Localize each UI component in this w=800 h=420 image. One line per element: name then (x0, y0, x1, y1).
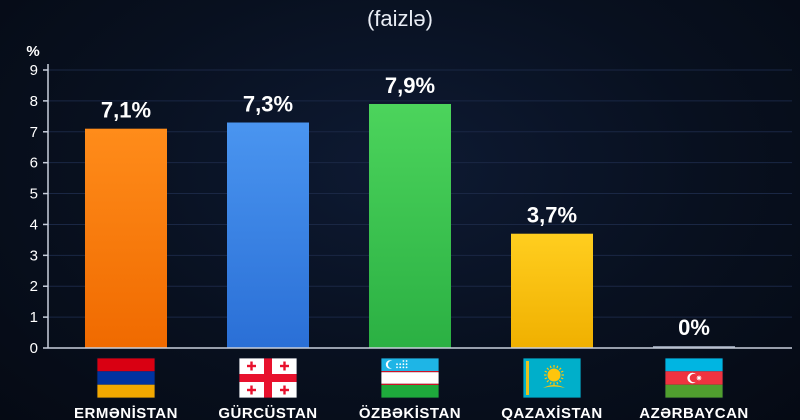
y-tick-label: 6 (30, 155, 38, 172)
data-label-1: 7,3% (243, 92, 293, 117)
y-tick-label: 7 (30, 124, 38, 141)
y-tick-label: 3 (30, 247, 38, 264)
bar-0 (85, 128, 167, 348)
kazakhstan-flag-icon (522, 357, 582, 399)
y-axis-ticks: 0 1 2 3 4 5 6 7 8 9 (30, 62, 48, 357)
armenia-flag-icon (96, 357, 156, 399)
georgia-flag-icon (238, 357, 298, 399)
category-labels: ERMƏNİSTAN GÜRCÜSTAN ÖZBƏKİSTAN QAZAXİSTAN A… (74, 405, 749, 420)
y-tick-label: 1 (30, 309, 38, 326)
y-tick-label: 4 (30, 216, 38, 233)
category-label-1: GÜRCÜSTAN (218, 405, 317, 420)
data-label-3: 3,7% (527, 203, 577, 228)
data-label-4: 0% (678, 315, 710, 340)
data-label-2: 7,9% (385, 73, 435, 98)
y-axis-unit-label: % (26, 43, 39, 60)
bar-4 (653, 346, 735, 348)
bar-2 (369, 103, 451, 348)
azerbaijan-flag-icon (664, 357, 724, 399)
y-tick-label: 8 (30, 93, 38, 110)
category-label-3: QAZAXİSTAN (501, 405, 602, 420)
category-label-4: AZƏRBAYCAN (639, 405, 749, 420)
y-tick-label: 0 (30, 340, 38, 357)
uzbekistan-flag-icon (380, 357, 440, 399)
bar-3 (511, 233, 593, 348)
y-tick-label: 5 (30, 186, 38, 203)
chart-subtitle: (faizlə) (367, 6, 433, 31)
data-labels: 7,1% 7,3% 7,9% 3,7% 0% (101, 73, 710, 340)
y-tick-label: 2 (30, 278, 38, 295)
bars (85, 103, 735, 348)
category-label-0: ERMƏNİSTAN (74, 405, 178, 420)
y-tick-label: 9 (30, 62, 38, 79)
data-label-0: 7,1% (101, 98, 151, 123)
flags (96, 357, 724, 399)
category-label-2: ÖZBƏKİSTAN (359, 405, 461, 420)
bar-1 (227, 122, 309, 348)
